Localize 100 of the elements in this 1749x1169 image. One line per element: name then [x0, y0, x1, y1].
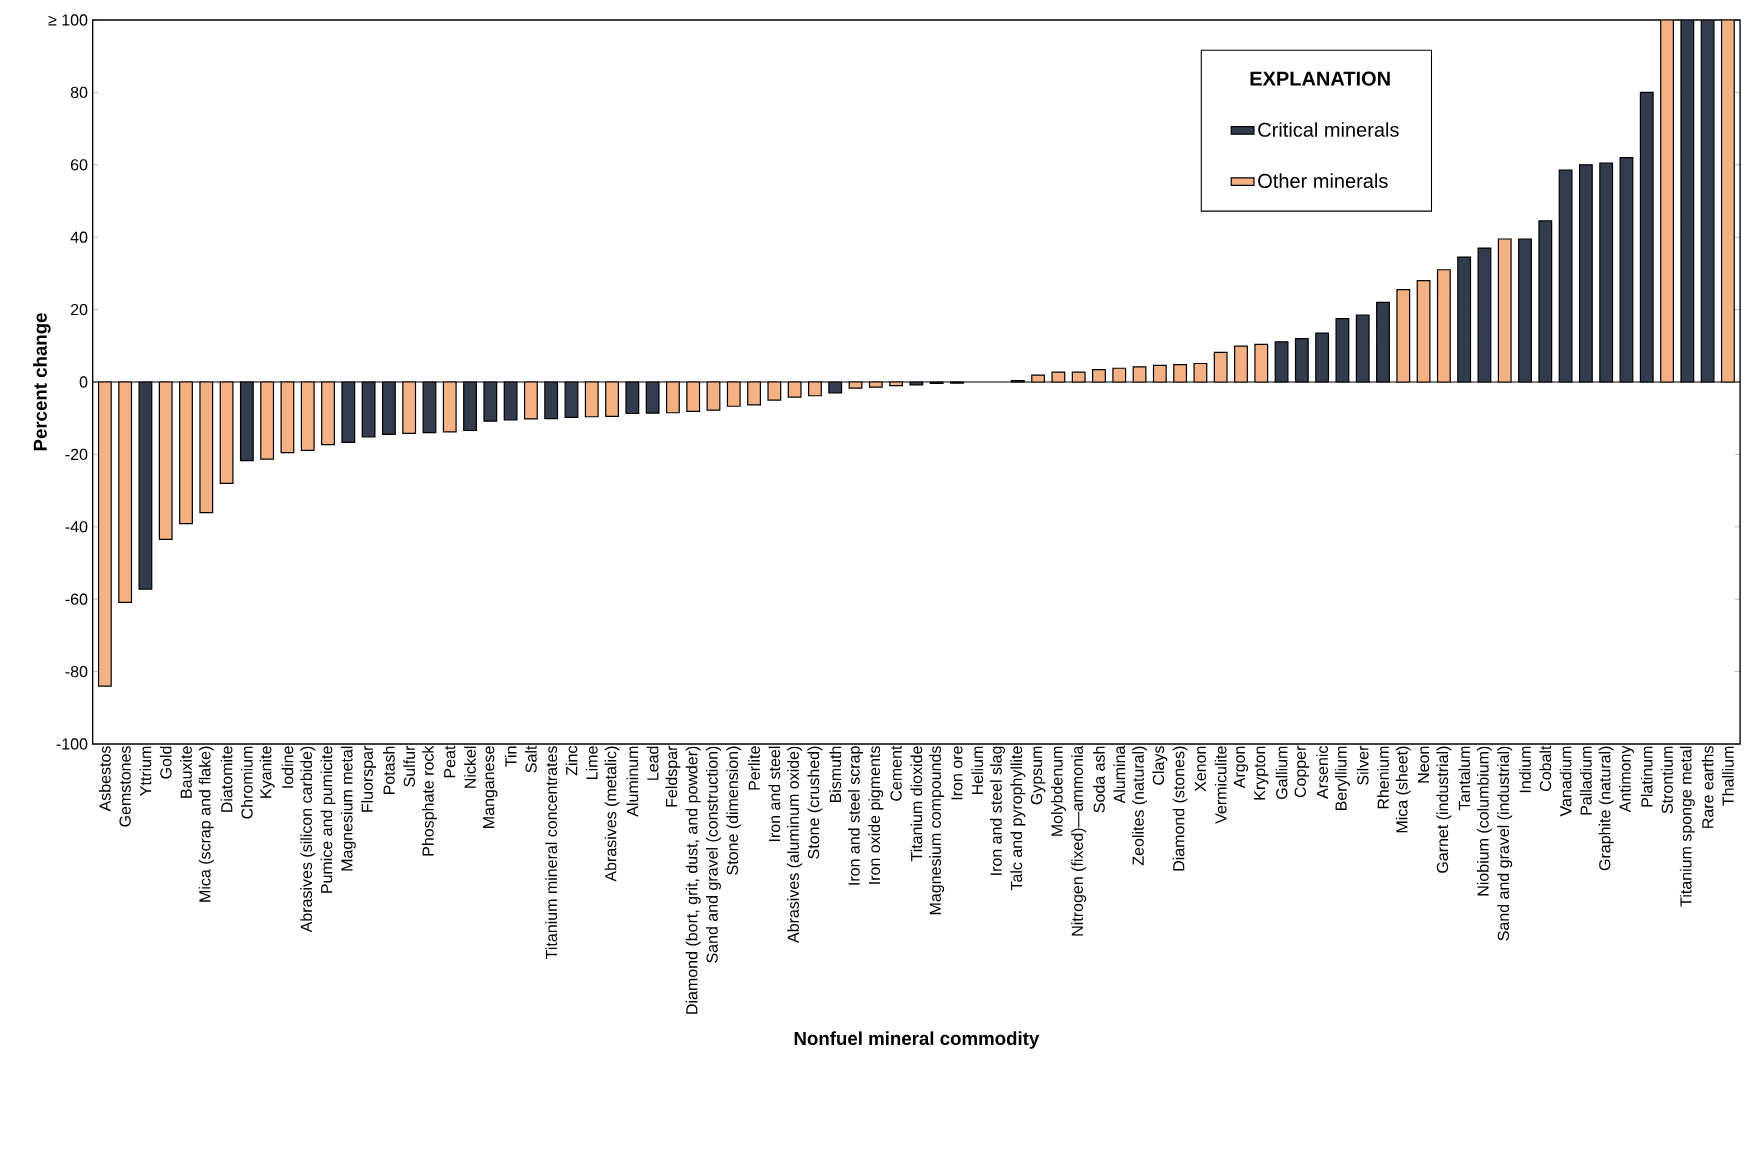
bar: [523, 381, 538, 420]
bar: [1376, 301, 1390, 383]
x-tick-label: Copper: [1294, 745, 1310, 798]
x-tick-label: Soda ash: [1093, 746, 1105, 813]
y-tick-label: -60: [65, 593, 88, 605]
x-tick-label: Stone (crushed): [807, 746, 823, 859]
x-tick-label: Mica (scrap and flake): [198, 746, 214, 902]
x-tick-label: Gallium: [1275, 746, 1288, 800]
x-tick-label: Iron and steel scrap: [848, 746, 863, 885]
x-tick-label: Yttrium: [139, 746, 152, 796]
x-tick-label: Magnesium compounds: [929, 746, 945, 915]
x-tick-label: Pumice and pumicite: [320, 746, 336, 893]
x-tick-label: Sand and gravel (industrial): [1497, 746, 1513, 941]
x-tick-label: Fluorspar: [361, 745, 377, 812]
x-tick-label: Indium: [1519, 746, 1531, 793]
bar: [118, 381, 133, 604]
bar: [402, 381, 417, 434]
x-tick-label: Xenon: [1194, 746, 1206, 792]
bar: [1518, 238, 1532, 383]
bar: [463, 381, 477, 432]
y-tick-label: -80: [65, 665, 88, 678]
x-tick-label: Rhenium: [1377, 746, 1389, 809]
x-tick-label: Clays: [1152, 746, 1168, 785]
legend-label: Critical minerals: [1258, 122, 1399, 137]
x-tick-label: Gemstones: [119, 746, 131, 827]
bar: [1578, 164, 1593, 383]
x-tick-label: Alumina: [1113, 745, 1126, 804]
x-tick-label: Diamond (bort, grit, dust, and powder): [685, 746, 701, 1014]
x-tick-label: Zinc: [565, 746, 578, 776]
x-tick-label: Tantalum: [1458, 746, 1471, 811]
y-tick-label: 60: [70, 159, 88, 171]
bar: [605, 381, 619, 417]
x-tick-label: Gypsum: [1030, 746, 1046, 805]
x-tick-label: Peat: [444, 745, 456, 778]
x-tick-label: Argon: [1233, 746, 1249, 789]
x-tick-label: Silver: [1356, 745, 1369, 785]
x-tick-label: Nitrogen (fixed)—ammonia: [1071, 745, 1087, 936]
x-tick-label: Manganese: [483, 746, 498, 828]
x-tick-label: Tin: [504, 746, 517, 767]
x-tick-label: Titanium mineral concentrates: [545, 746, 558, 959]
x-tick-label: Lime: [585, 746, 598, 779]
x-tick-label: Cement: [890, 745, 902, 801]
y-tick-label: ≥ 100: [48, 14, 88, 26]
bar: [97, 381, 112, 687]
y-tick-label: -20: [65, 448, 88, 461]
x-tick-label: Salt: [525, 745, 537, 773]
x-tick-label: Iron and steel slag: [990, 746, 1005, 875]
x-tick-label: Feldspar: [665, 745, 681, 807]
y-tick-label: 40: [70, 231, 88, 243]
x-tick-label: Vanadium: [1559, 746, 1572, 817]
x-tick-label: Iodine: [281, 746, 294, 788]
x-tick-label: Sulfur: [403, 745, 416, 787]
x-tick-label: Platinum: [1640, 746, 1653, 807]
x-tick-label: Graphite (natural): [1598, 746, 1614, 871]
bar: [260, 381, 275, 460]
x-tick-label: Iron ore: [951, 746, 963, 800]
x-tick-label: Beryllium: [1334, 746, 1350, 811]
x-tick-label: Iron and steel: [768, 746, 781, 842]
x-tick-label: Rare earths: [1701, 746, 1714, 828]
x-tick-label: Titanium dioxide: [910, 746, 923, 862]
y-tick-label: 80: [70, 86, 88, 99]
x-tick-label: Bauxite: [180, 746, 192, 798]
x-tick-label: Aluminum: [626, 746, 639, 817]
x-tick-label: Molybdenum: [1050, 746, 1066, 836]
x-tick-label: Nickel: [464, 746, 476, 788]
x-tick-label: Diamond (stones): [1172, 746, 1188, 871]
x-tick-label: Magnesium metal: [340, 746, 356, 871]
x-tick-label: Asbestos: [98, 746, 111, 812]
y-tick-label: -40: [65, 521, 88, 533]
x-tick-label: Titanium sponge metal: [1679, 746, 1695, 907]
x-tick-label: Abrasives (silicon carbide): [300, 746, 316, 933]
x-tick-label: Strontium: [1661, 746, 1673, 814]
x-tick-label: Thallium: [1722, 746, 1734, 806]
bar: [1315, 332, 1330, 383]
x-tick-label: Niobium (columbium): [1477, 746, 1492, 896]
x-tick-label: Potash: [383, 746, 395, 795]
y-tick-label: -100: [56, 738, 88, 750]
bar: [239, 381, 254, 462]
bar: [179, 381, 193, 525]
x-tick-label: Perlite: [748, 746, 760, 790]
bar: [1599, 162, 1614, 383]
x-tick-label: Helium: [971, 746, 984, 795]
y-tick-label: 20: [70, 303, 88, 316]
x-tick-label: Krypton: [1254, 746, 1269, 800]
bar: [1660, 19, 1674, 383]
x-tick-label: Phosphate rock: [422, 745, 437, 856]
bar: [1457, 256, 1472, 383]
x-tick-label: Antimony: [1619, 745, 1634, 813]
x-tick-label: Talc and pyrophyllite: [1010, 746, 1026, 891]
x-tick-label: Garnet (industrial): [1436, 746, 1452, 873]
x-tick-label: Stone (dimension): [726, 746, 742, 875]
x-tick-label: Iron oxide pigments: [868, 746, 884, 884]
x-tick-label: Diatomite: [220, 746, 233, 812]
x-tick-label: Cobalt: [1539, 745, 1552, 792]
bar: [1436, 269, 1451, 383]
x-tick-label: Chromium: [241, 746, 253, 819]
bar: [381, 381, 396, 436]
x-tick-label: Gold: [159, 746, 172, 779]
x-tick-label: Lead: [646, 746, 659, 780]
legend-label: Other minerals: [1258, 173, 1388, 189]
